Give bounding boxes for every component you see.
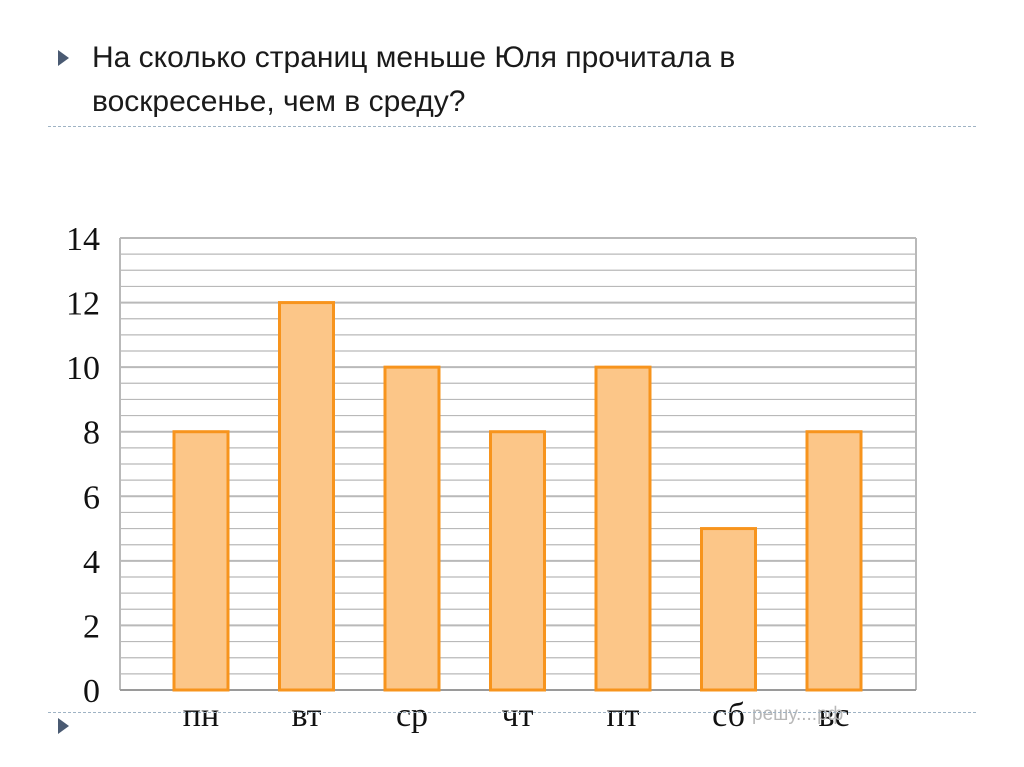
bullet-icon [58,718,69,734]
bar-вс [805,430,863,692]
x-tick-label: вс [819,697,850,734]
bar-чт [489,430,546,692]
y-tick-label: 12 [66,286,100,323]
y-tick-label: 14 [66,221,100,258]
x-axis-ticks: пн вт ср чт пт сб вс [183,697,850,734]
y-tick-label: 6 [83,479,100,516]
bullet-icon [58,50,69,66]
x-tick-label: пт [606,697,639,734]
divider [48,712,976,713]
y-tick-label: 10 [66,350,100,387]
x-tick-label: чт [502,697,534,734]
x-tick-label: вт [291,697,321,734]
x-tick-label: сб [712,697,745,734]
bars [172,301,863,692]
bar-пн [172,430,230,692]
x-tick-label: ср [396,697,428,734]
watermark: решу....рф [752,704,843,725]
x-tick-label: пн [183,697,219,734]
bar-сб [700,527,757,692]
bar-ср [383,365,441,692]
y-tick-label: 4 [83,544,100,581]
y-tick-label: 0 [83,673,100,710]
bar-пт [594,365,652,692]
divider [48,126,976,127]
question-text: На сколько страниц меньше Юля прочитала … [92,41,736,118]
y-tick-label: 8 [83,415,100,452]
y-axis-ticks: 0 2 4 6 8 10 12 14 [66,221,100,710]
y-tick-label: 2 [83,608,100,645]
bar-вт [278,301,335,692]
